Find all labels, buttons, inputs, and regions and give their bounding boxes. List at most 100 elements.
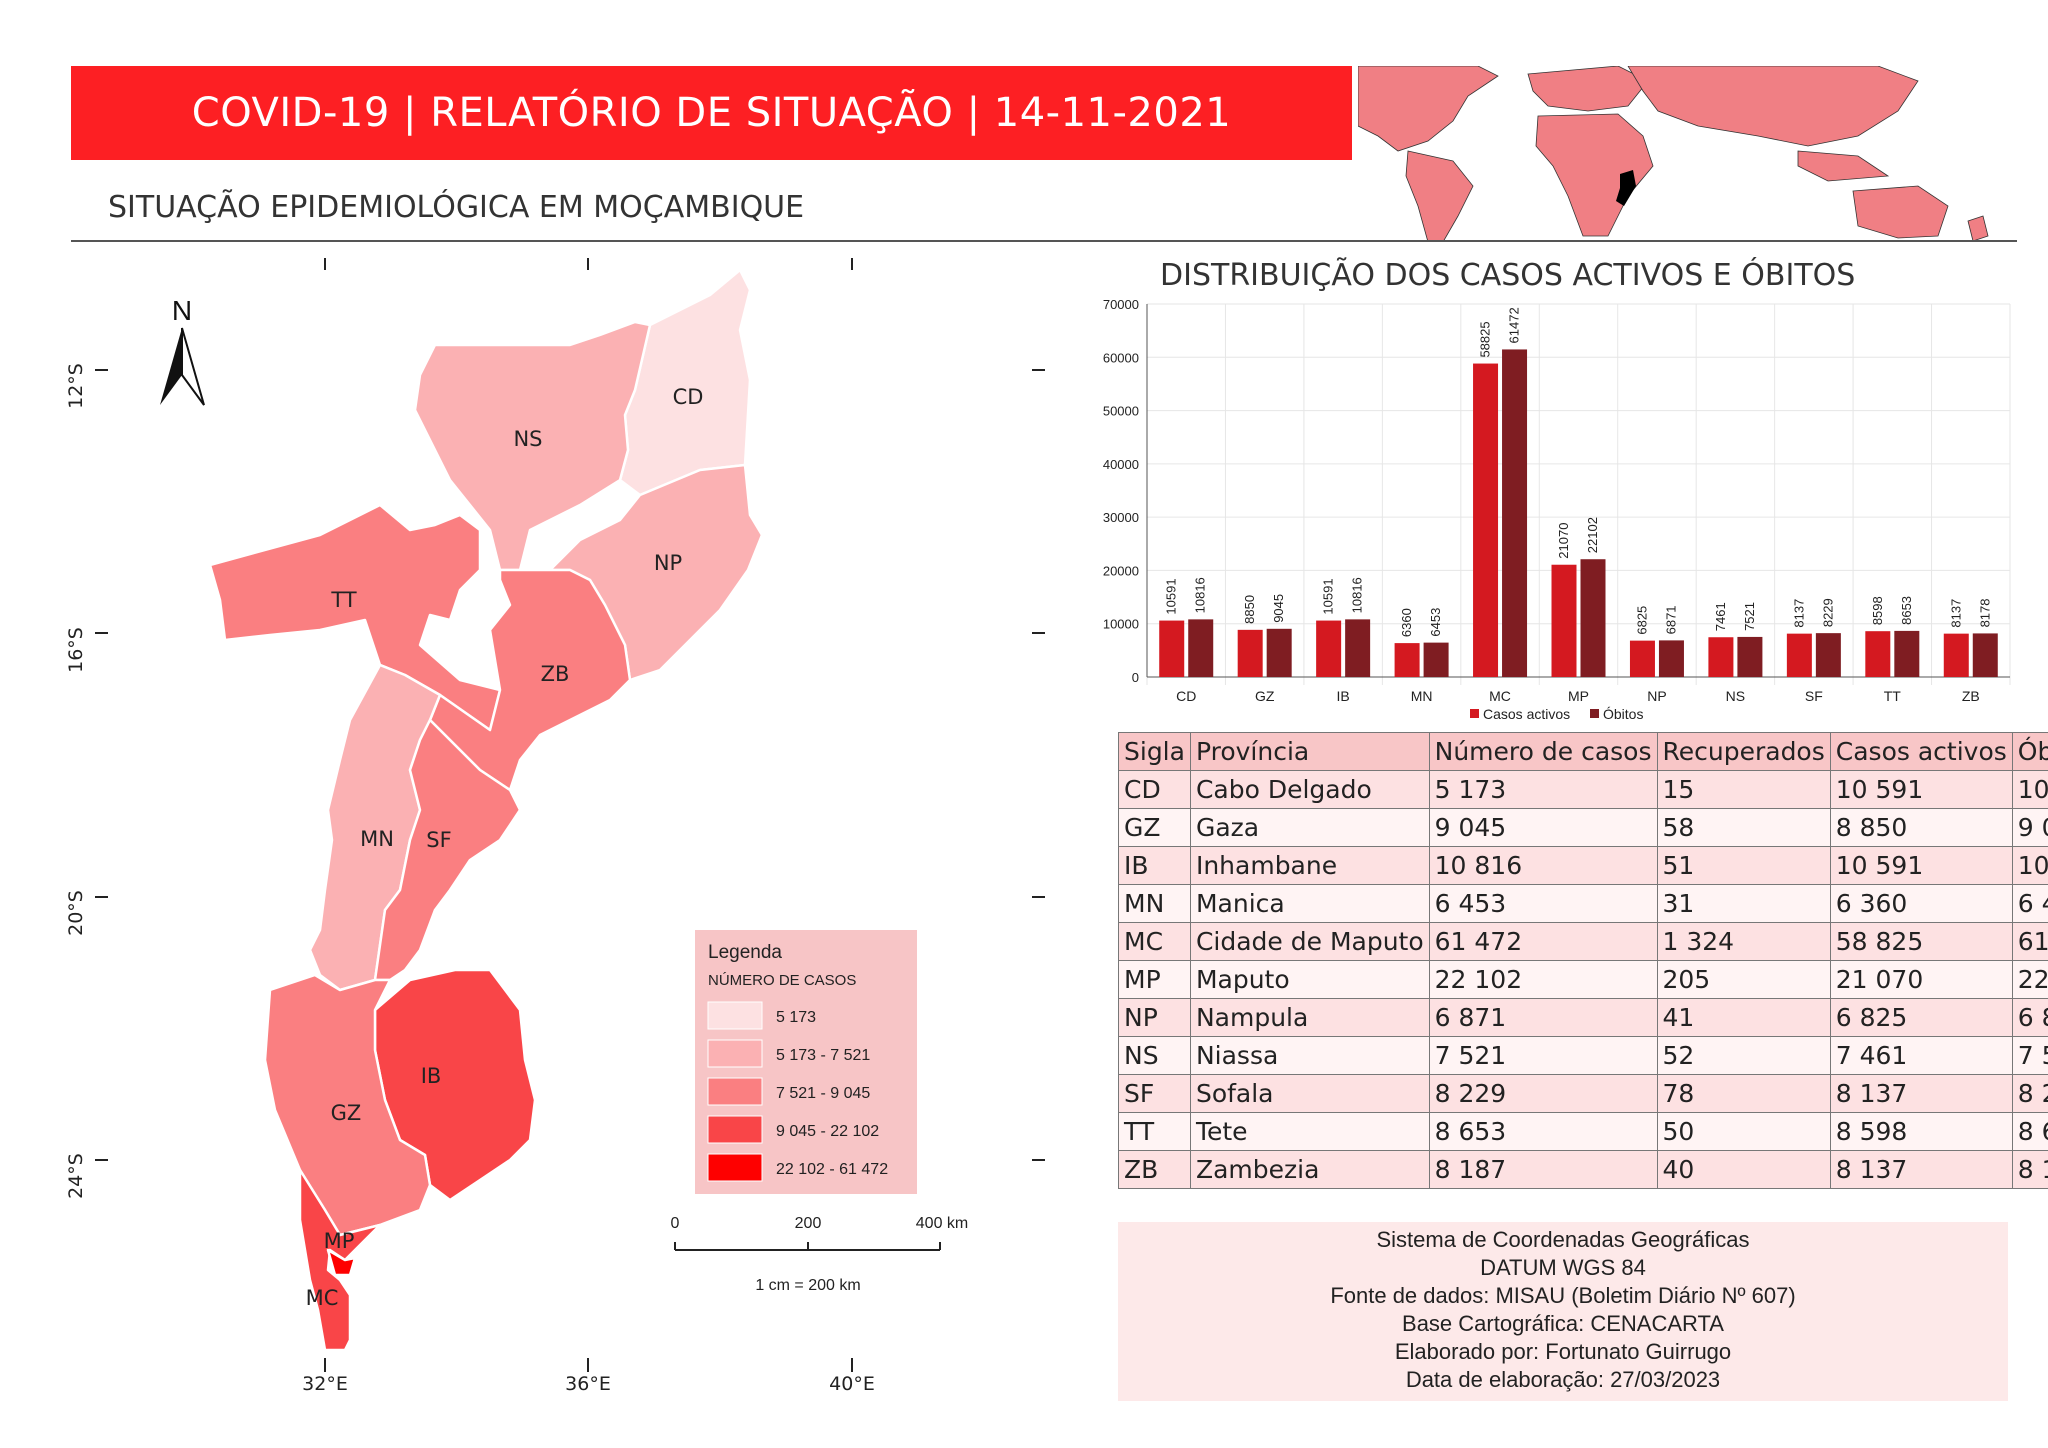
- scale-tick-label: 0: [671, 1215, 680, 1232]
- lat-label: 20°S: [65, 890, 87, 936]
- table-cell: 1 324: [1656, 922, 1831, 961]
- divider: [71, 240, 2017, 242]
- table-header-row: Sigla Província Número de casos Recupera…: [1118, 732, 2048, 771]
- legend-subtitle: NÚMERO DE CASOS: [708, 972, 856, 989]
- table-cell: Gaza: [1189, 808, 1430, 847]
- table-cell: 9 045: [1428, 808, 1658, 847]
- x-tick-label: MC: [1489, 688, 1511, 704]
- info-line: Elaborado por: Fortunato Guirrugo: [1394, 1339, 1732, 1364]
- bar-active-cases: [1786, 633, 1812, 677]
- bar-deaths: [1815, 633, 1841, 677]
- table-cell: 40: [1656, 1150, 1831, 1189]
- continent-asia: [1627, 66, 1919, 147]
- table-cell: 78: [1656, 1074, 1831, 1113]
- north-label: N: [172, 295, 192, 326]
- table-cell: 61 472: [1428, 922, 1658, 961]
- table-cell: 51: [1656, 846, 1831, 885]
- lat-label: 16°S: [65, 627, 87, 673]
- table-header-cell: Casos activos: [1829, 732, 2013, 771]
- scale-note: 1 cm = 200 km: [755, 1277, 860, 1294]
- y-tick-label: 50000: [1103, 404, 1139, 419]
- legend-label: Casos activos: [1483, 706, 1570, 722]
- continent-europe: [1527, 66, 1649, 112]
- y-tick-label: 0: [1132, 670, 1139, 685]
- bar-active-cases: [1159, 620, 1185, 677]
- table-cell: 205: [1656, 960, 1831, 999]
- info-box: Sistema de Coordenadas Geográficas DATUM…: [1118, 1222, 2008, 1401]
- table-cell: NS: [1118, 1036, 1191, 1075]
- table-cell: Niassa: [1189, 1036, 1430, 1075]
- bar-value-label: 7521: [1742, 602, 1757, 631]
- label-mp: MP: [324, 1229, 355, 1253]
- legend-class: 22 102 - 61 472: [776, 1161, 888, 1178]
- table-cell: IB: [1118, 846, 1191, 885]
- table-cell: 10 591: [1829, 770, 2013, 809]
- table-cell: 10 816: [2011, 770, 2048, 809]
- table-header-cell: Província: [1189, 732, 1430, 771]
- north-arrow-icon: N: [160, 295, 205, 406]
- table-cell: 7 521: [1428, 1036, 1658, 1075]
- continent-north-america: [1358, 66, 1499, 152]
- scale-tick-label: 200: [795, 1215, 822, 1232]
- bar-deaths: [1972, 633, 1998, 677]
- province-tt: [208, 503, 502, 732]
- x-tick-label: ZB: [1962, 688, 1980, 704]
- y-tick-label: 20000: [1103, 563, 1139, 578]
- x-tick-label: MP: [1568, 688, 1589, 704]
- table-cell: Tete: [1189, 1112, 1430, 1151]
- bar-deaths: [1737, 636, 1763, 677]
- x-tick-label: MN: [1411, 688, 1433, 704]
- scale-tick-label: 400 km: [916, 1215, 968, 1232]
- table-cell: 6 871: [1428, 998, 1658, 1037]
- table-cell: Nampula: [1189, 998, 1430, 1037]
- bar-active-cases: [1394, 643, 1420, 677]
- province-sf: [373, 718, 522, 982]
- table-cell: 5 173: [1428, 770, 1658, 809]
- info-line: Data de elaboração: 27/03/2023: [1405, 1367, 1721, 1392]
- label-gz: GZ: [331, 1101, 362, 1125]
- table-cell: TT: [1118, 1112, 1191, 1151]
- y-tick-label: 10000: [1103, 617, 1139, 632]
- province-ns: [413, 320, 652, 572]
- y-tick-label: 60000: [1103, 350, 1139, 365]
- bar-value-label: 8178: [1977, 599, 1992, 628]
- bar-value-label: 8137: [1948, 599, 1963, 628]
- bar-value-label: 8653: [1899, 596, 1914, 625]
- label-tt: TT: [330, 588, 356, 612]
- label-cd: CD: [673, 385, 704, 409]
- table-cell: 8 653: [2011, 1112, 2048, 1151]
- legend-swatch-active: [1470, 709, 1479, 718]
- table-cell: Cabo Delgado: [1189, 770, 1430, 809]
- table-cell: SF: [1118, 1074, 1191, 1113]
- bar-value-label: 6453: [1428, 608, 1443, 637]
- table-cell: 8 229: [1428, 1074, 1658, 1113]
- table-cell: 8 653: [1428, 1112, 1658, 1151]
- table-cell: 8 178: [2011, 1150, 2048, 1189]
- table-cell: 9 045: [2011, 808, 2048, 847]
- section-subtitle: SITUAÇÃO EPIDEMIOLÓGICA EM MOÇAMBIQUE: [108, 190, 805, 225]
- bar-value-label: 7461: [1713, 602, 1728, 631]
- mozambique-highlight: [1616, 170, 1636, 206]
- bar-deaths: [1502, 349, 1528, 677]
- bar-active-cases: [1551, 564, 1577, 677]
- bar-value-label: 6360: [1399, 608, 1414, 637]
- bar-value-label: 10591: [1164, 578, 1179, 614]
- table-cell: Inhambane: [1189, 846, 1430, 885]
- table-cell: MN: [1118, 884, 1191, 923]
- info-line: Sistema de Coordenadas Geográficas: [1376, 1227, 1750, 1252]
- label-zb: ZB: [541, 662, 570, 686]
- table-cell: 10 816: [2011, 846, 2048, 885]
- table-cell: 8 137: [1829, 1074, 2013, 1113]
- bar-value-label: 10816: [1350, 577, 1365, 613]
- table-cell: 50: [1656, 1112, 1831, 1151]
- y-tick-label: 70000: [1103, 297, 1139, 312]
- continent-africa: [1535, 113, 1654, 237]
- table-header-cell: Óbitos: [2011, 732, 2048, 771]
- mozambique-map: 12°S 16°S 20°S 24°S 32°E 36°E 40°E N CD …: [65, 258, 1045, 1395]
- bar-active-cases: [1316, 620, 1342, 677]
